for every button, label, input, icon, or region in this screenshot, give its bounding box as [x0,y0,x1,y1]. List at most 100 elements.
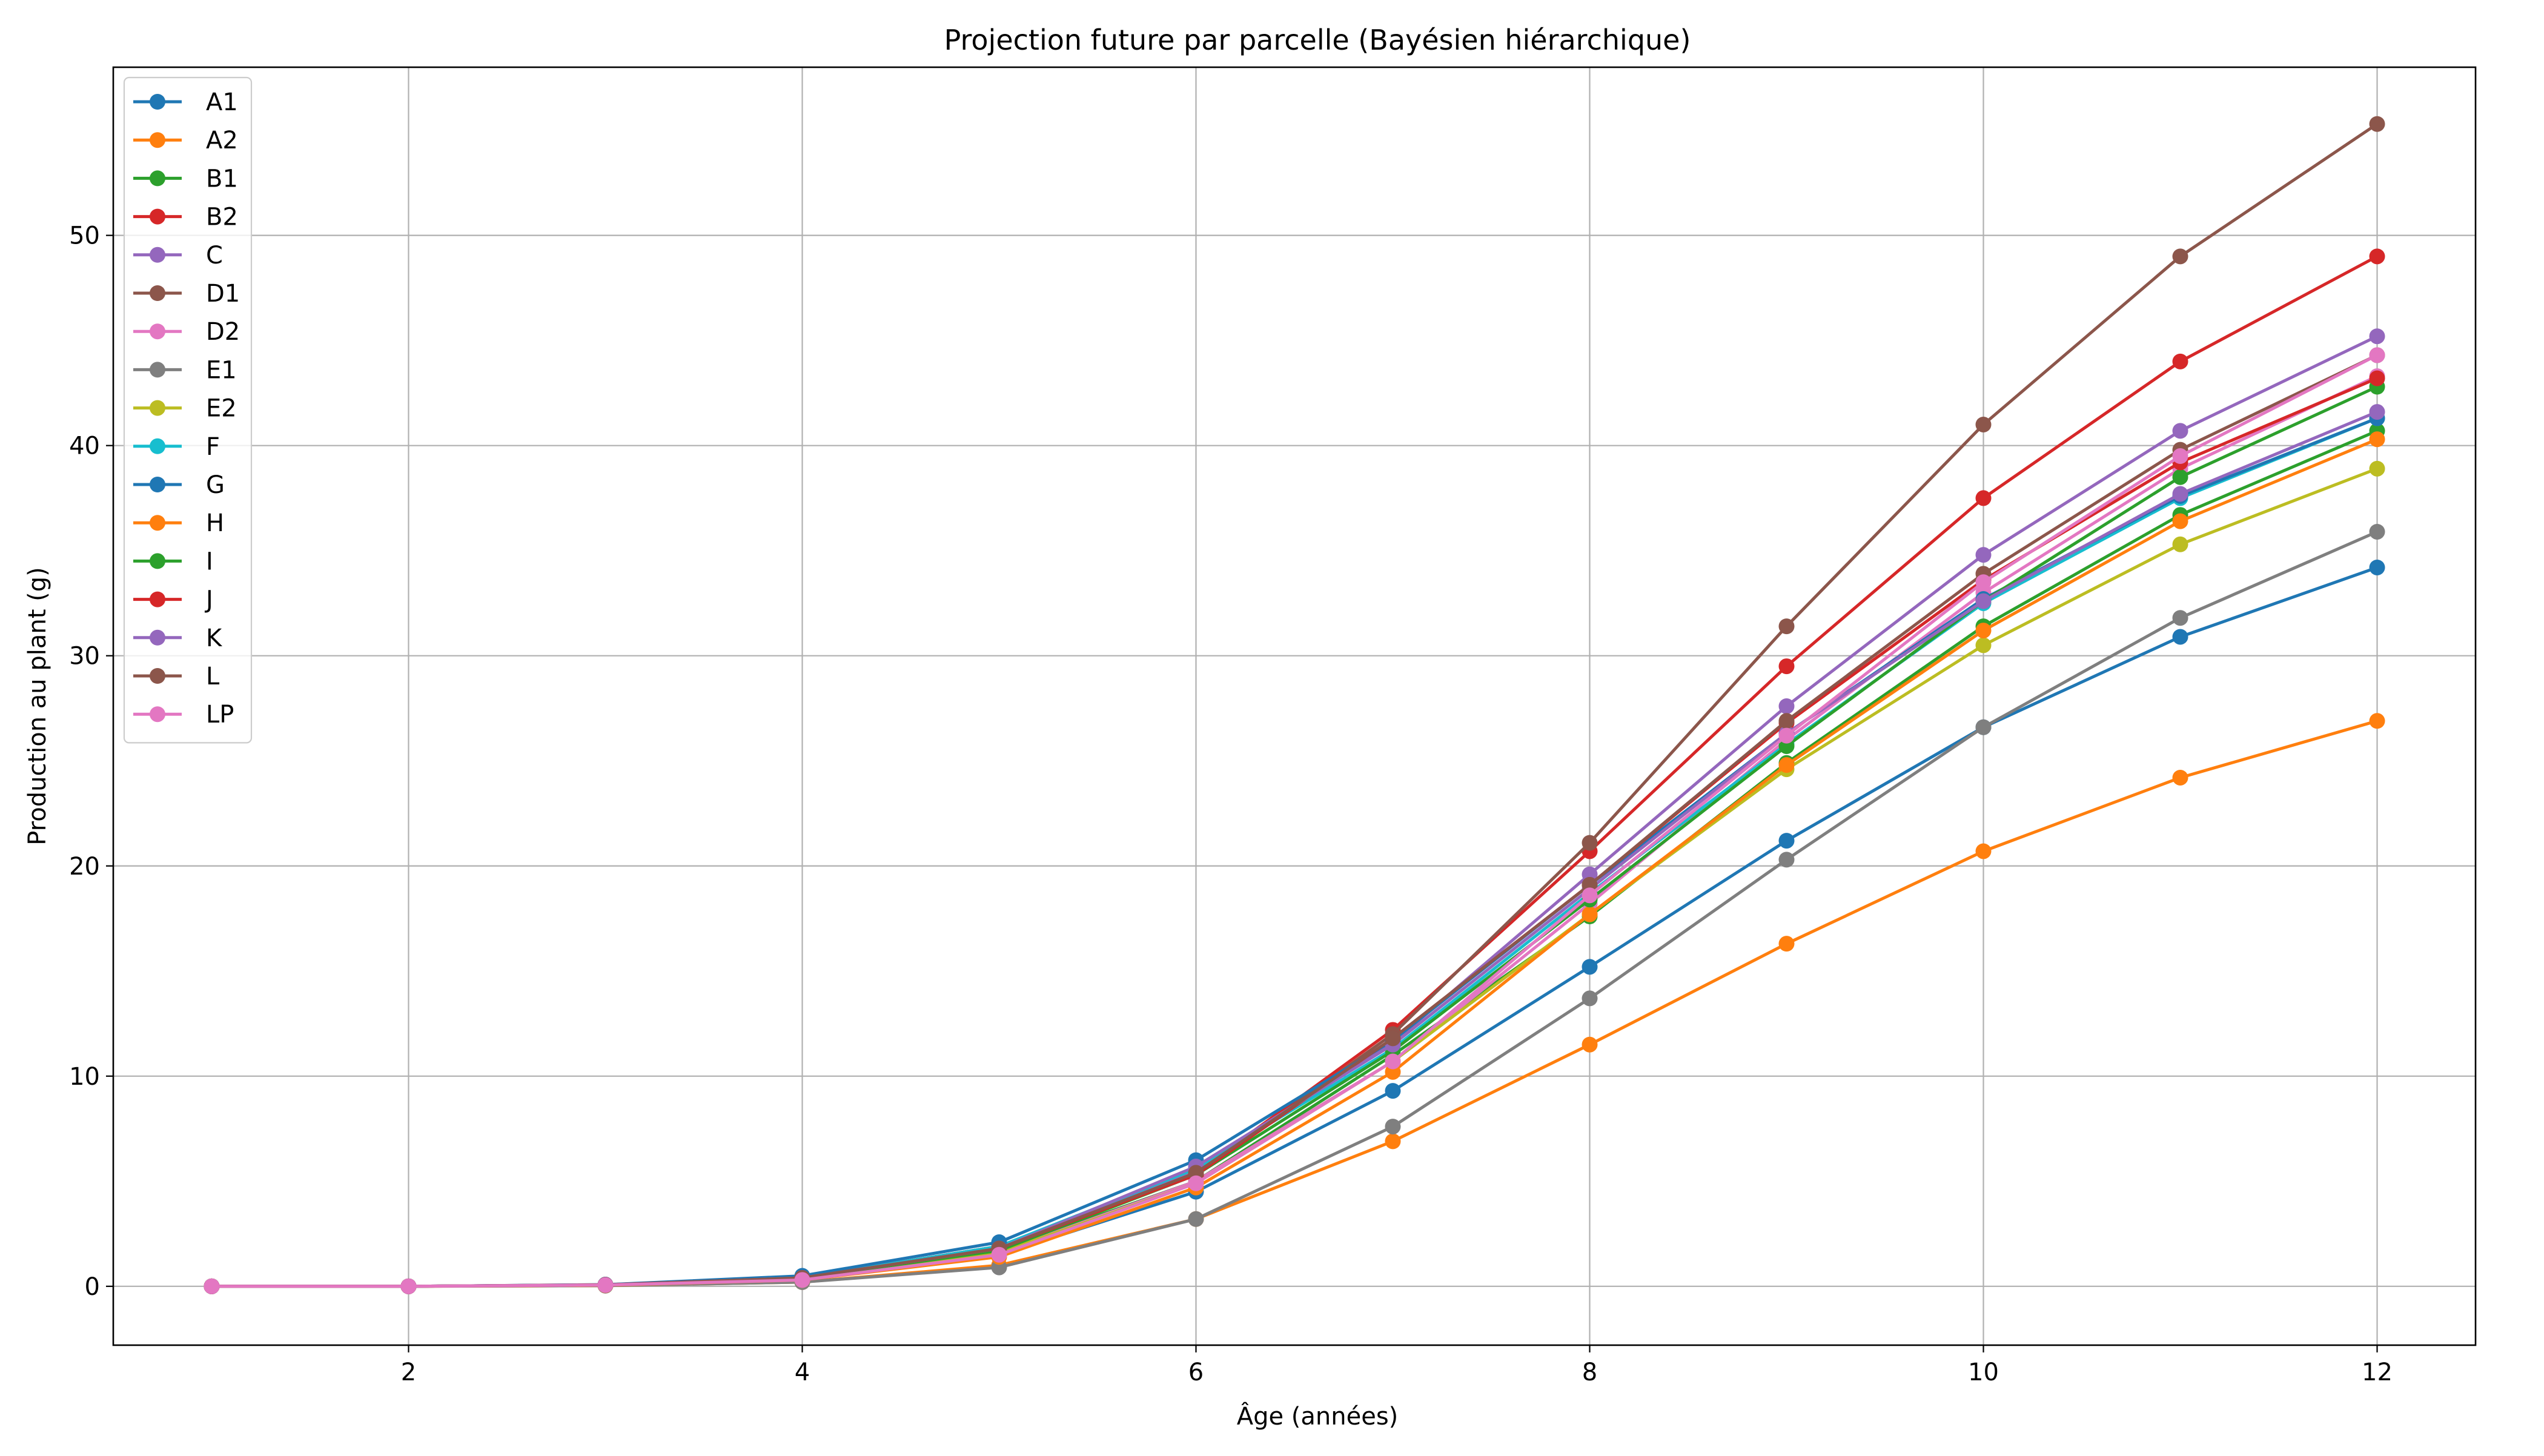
data-point [794,1272,810,1288]
data-point [1778,618,1795,635]
data-point [2172,469,2188,485]
legend-item: J [133,586,213,614]
data-point [2369,404,2385,420]
series-line [211,354,2378,1288]
data-point [1975,843,1992,859]
y-tick-label: 20 [69,853,100,881]
legend-item: C [133,242,223,270]
legend-swatch-marker [150,553,165,569]
data-point [2172,769,2188,786]
data-point [1975,574,1992,591]
data-point [2172,248,2188,265]
legend-swatch-marker [150,285,165,301]
data-point [1385,1133,1401,1150]
data-point [2369,328,2385,345]
legend-item: D1 [133,280,240,308]
data-point [1975,490,1992,506]
x-tick-label: 4 [795,1358,810,1386]
legend-item: A1 [133,88,238,116]
data-point [2172,610,2188,626]
data-point [1975,593,1992,609]
data-point [1778,757,1795,773]
data-point [2172,536,2188,552]
data-point [2172,423,2188,439]
legend-swatch-marker [150,668,165,684]
data-point [2369,713,2385,729]
data-point [1975,637,1992,654]
data-point [1188,1211,1204,1227]
legend-item: B2 [133,204,238,231]
legend-label: L [206,663,220,690]
data-point [1975,547,1992,563]
data-point [2369,431,2385,448]
x-tick-label: 6 [1188,1358,1204,1386]
legend-swatch-marker [150,362,165,378]
legend-label: A2 [206,127,238,154]
x-axis-label: Âge (années) [1237,1401,1399,1431]
legend-swatch-marker [150,323,165,340]
legend-item: A2 [133,127,238,154]
data-point [1385,1119,1401,1135]
data-point [2369,248,2385,265]
chart-title: Projection future par parcelle (Bayésien… [944,24,1691,56]
legend-label: C [206,242,223,270]
legend-label: A1 [206,88,238,116]
series-LP [204,347,2385,1294]
legend-label: K [206,624,223,652]
legend-label: B1 [206,165,238,193]
y-tick-label: 30 [69,643,100,670]
data-point [1582,1036,1598,1053]
legend-item: K [133,624,223,652]
legend-swatch-marker [150,247,165,263]
legend-swatch-marker [150,170,165,187]
data-point [597,1277,614,1293]
data-point [2369,347,2385,363]
legend-item: I [133,548,213,575]
data-point [1582,959,1598,975]
data-point [2172,448,2188,465]
data-point [2172,353,2188,369]
y-tick-label: 0 [85,1273,100,1301]
legend-item: B1 [133,165,238,193]
data-point [2369,460,2385,477]
y-tick-label: 10 [69,1063,100,1091]
data-point [2172,486,2188,502]
data-point [1188,1175,1204,1191]
data-point [1778,936,1795,952]
data-point [1975,623,1992,639]
data-point [1582,990,1598,1007]
legend-label: F [206,433,220,461]
data-point [1385,1030,1401,1047]
x-tick-label: 10 [1968,1358,1999,1386]
data-point [1975,719,1992,735]
legend-swatch-marker [150,208,165,225]
data-point [400,1278,417,1294]
series-group [204,116,2385,1294]
legend-label: J [204,586,213,614]
data-point [2369,370,2385,386]
legend-label: D2 [206,318,240,346]
data-point [204,1278,220,1294]
legend-swatch-marker [150,438,165,454]
legend-label: E2 [206,395,237,423]
y-axis-label: Production au plant (g) [24,567,51,845]
data-point [1778,658,1795,675]
axes: 2 4 6 8 10 12 0 10 20 30 40 50 [69,222,2393,1386]
y-tick-label: 40 [69,432,100,460]
x-tick-label: 12 [2362,1358,2393,1386]
legend-label: E1 [206,356,237,384]
x-tick-label: 8 [1582,1358,1597,1386]
data-point [1778,852,1795,868]
data-point [991,1246,1007,1263]
legend-label: I [206,548,213,575]
data-point [1385,1083,1401,1099]
data-point [2369,523,2385,540]
legend-item: E1 [133,356,237,384]
legend-swatch-marker [150,400,165,416]
legend-item: E2 [133,395,237,423]
legend-label: LP [206,701,234,729]
legend-item: F [133,433,220,461]
